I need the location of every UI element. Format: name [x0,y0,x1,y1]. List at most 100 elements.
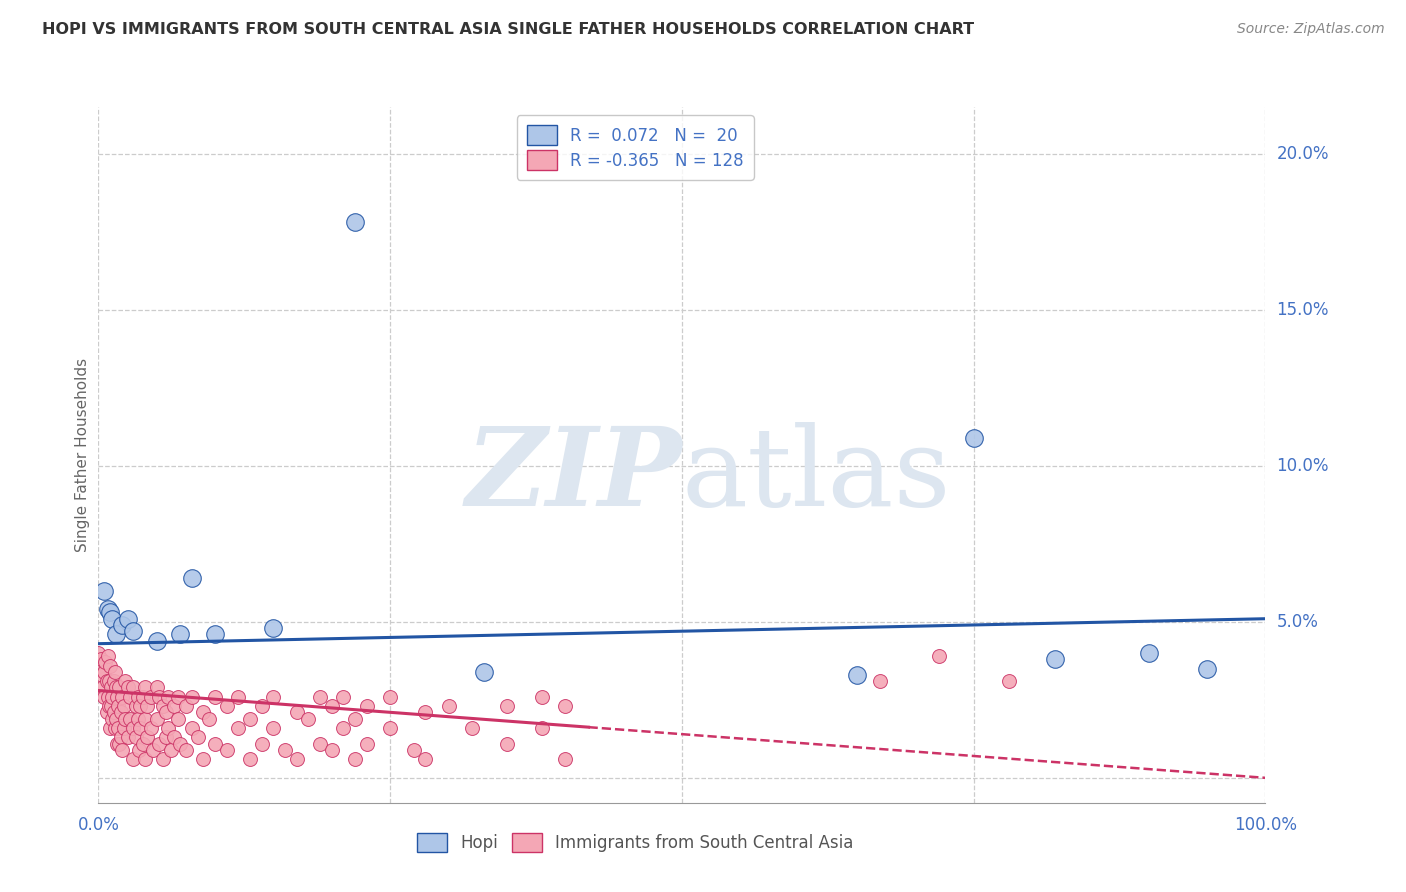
Point [136,731,159,745]
Text: atlas: atlas [682,422,952,529]
Point [122,681,145,695]
Point [132,737,155,751]
Point [378,721,402,735]
Point [169,627,191,641]
Point [152,699,174,714]
Point [187,731,209,745]
Point [142,743,165,757]
Point [100,699,122,714]
Point [98,658,121,673]
Point [437,699,460,714]
Point [472,665,495,679]
Point [103,706,125,720]
Point [104,681,127,695]
Point [105,690,128,704]
Point [309,737,332,751]
Point [101,712,124,726]
Point [104,712,127,726]
Point [146,681,169,695]
Point [193,706,215,720]
Point [104,721,127,735]
Point [139,721,162,735]
Legend: Hopi, Immigrants from South Central Asia: Hopi, Immigrants from South Central Asia [409,824,862,861]
Point [89,658,111,673]
Point [93,583,115,598]
Point [309,690,332,704]
Point [285,706,308,720]
Point [117,612,139,626]
Point [344,752,367,766]
Point [321,699,343,714]
Point [378,690,402,704]
Point [356,699,378,714]
Point [112,721,135,735]
Point [239,752,262,766]
Point [114,712,136,726]
Y-axis label: Single Father Households: Single Father Households [75,358,90,552]
Text: ZIP: ZIP [465,422,682,530]
Text: 20.0%: 20.0% [1277,145,1329,163]
Point [108,737,131,751]
Point [111,618,134,632]
Point [114,674,136,689]
Point [91,681,114,695]
Point [159,743,181,757]
Point [148,737,170,751]
Text: 5.0%: 5.0% [1277,613,1319,631]
Point [262,621,284,635]
Point [97,602,120,616]
Point [1195,662,1218,676]
Point [127,712,149,726]
Point [413,706,436,720]
Point [997,674,1019,689]
Point [104,627,127,641]
Point [530,690,553,704]
Point [134,681,156,695]
Point [96,674,118,689]
Point [105,737,128,751]
Point [93,690,115,704]
Point [869,674,891,689]
Point [174,699,197,714]
Point [402,743,425,757]
Point [98,721,121,735]
Point [110,731,132,745]
Point [146,633,169,648]
Point [169,737,191,751]
Point [204,690,226,704]
Point [274,743,297,757]
Point [129,699,152,714]
Text: 15.0%: 15.0% [1277,301,1329,318]
Point [157,721,180,735]
Point [262,721,284,735]
Point [356,737,378,751]
Point [90,652,112,666]
Point [180,721,202,735]
Point [413,752,436,766]
Point [96,706,118,720]
Point [152,752,174,766]
Point [155,731,177,745]
Point [495,737,517,751]
Point [136,699,159,714]
Point [250,737,273,751]
Point [215,743,238,757]
Point [97,674,120,689]
Point [101,612,124,626]
Point [285,752,308,766]
Point [155,706,177,720]
Point [104,665,127,679]
Point [530,721,553,735]
Point [215,699,238,714]
Point [90,668,112,682]
Point [204,737,226,751]
Point [163,699,186,714]
Point [125,731,148,745]
Point [157,690,180,704]
Point [129,721,152,735]
Point [127,690,149,704]
Point [228,721,250,735]
Point [461,721,484,735]
Point [928,649,950,664]
Point [128,743,150,757]
